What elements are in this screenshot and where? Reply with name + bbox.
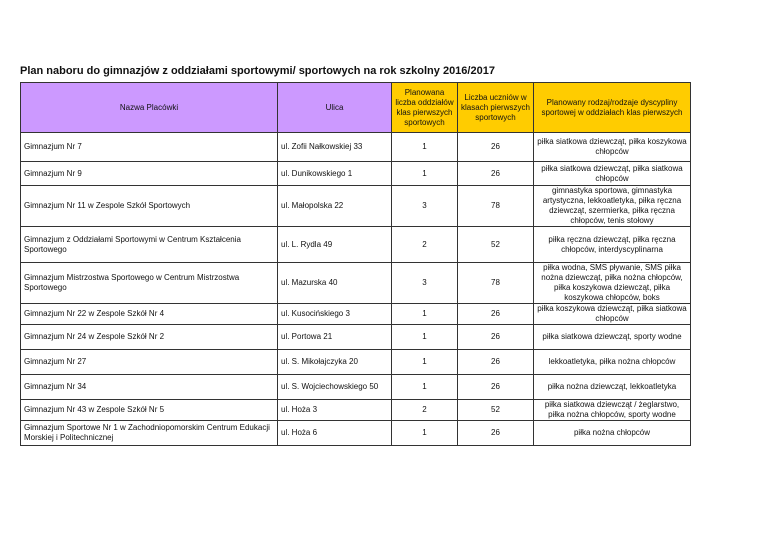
- street: ul. Portowa 21: [277, 324, 392, 350]
- classes-count: 1: [391, 374, 458, 400]
- street: ul. S. Mikołajczyka 20: [277, 349, 392, 375]
- sports: piłka nożna chłopców: [533, 420, 691, 446]
- header-sports: Planowany rodzaj/rodzaje dyscypliny spor…: [533, 82, 691, 133]
- school-name: Gimnazjum z Oddziałami Sportowymi w Cent…: [20, 226, 278, 263]
- sports: gimnastyka sportowa, gimnastyka artystyc…: [533, 185, 691, 227]
- classes-count: 1: [391, 161, 458, 186]
- students-count: 52: [457, 226, 534, 263]
- students-count: 26: [457, 161, 534, 186]
- table-row: Gimnazjum Nr 34 ul. S. Wojciechowskiego 5…: [20, 374, 691, 400]
- recruitment-table: Nazwa Placówki Ulica Planowana liczba od…: [20, 82, 691, 446]
- school-name: Gimnazjum Nr 7: [20, 132, 278, 162]
- school-name: Gimnazjum Nr 27: [20, 349, 278, 375]
- classes-count: 3: [391, 262, 458, 304]
- classes-count: 1: [391, 132, 458, 162]
- header-classes: Planowana liczba oddziałów klas pierwszy…: [391, 82, 458, 133]
- street: ul. Małopolska 22: [277, 185, 392, 227]
- students-count: 26: [457, 132, 534, 162]
- school-name: Gimnazjum Nr 11 w Zespole Szkół Sportowy…: [20, 185, 278, 227]
- street: ul. Dunikowskiego 1: [277, 161, 392, 186]
- school-name: Gimnazjum Nr 43 w Zespole Szkół Nr 5: [20, 399, 278, 421]
- school-name: Gimnazjum Nr 24 w Zespole Szkół Nr 2: [20, 324, 278, 350]
- street: ul. L. Rydla 49: [277, 226, 392, 263]
- sports: piłka ręczna dziewcząt, piłka ręczna chł…: [533, 226, 691, 263]
- sports: piłka wodna, SMS pływanie, SMS piłka noż…: [533, 262, 691, 304]
- classes-count: 3: [391, 185, 458, 227]
- sports: piłka nożna dziewcząt, lekkoatletyka: [533, 374, 691, 400]
- students-count: 78: [457, 185, 534, 227]
- sports: piłka siatkowa dziewcząt, piłka koszykow…: [533, 132, 691, 162]
- street: ul. Zofii Nałkowskiej 33: [277, 132, 392, 162]
- sports: piłka siatkowa dziewcząt / żeglarstwo, p…: [533, 399, 691, 421]
- students-count: 26: [457, 303, 534, 325]
- header-students: Liczba uczniów w klasach pierwszych spor…: [457, 82, 534, 133]
- sports: piłka koszykowa dziewcząt, piłka siatkow…: [533, 303, 691, 325]
- table-row: Gimnazjum Mistrzostwa Sportowego w Centr…: [20, 262, 691, 304]
- table-row: Gimnazjum Sportowe Nr 1 w Zachodniopomor…: [20, 420, 691, 446]
- school-name: Gimnazjum Nr 22 w Zespole Szkół Nr 4: [20, 303, 278, 325]
- sports: piłka siatkowa dziewcząt, piłka siatkowa…: [533, 161, 691, 186]
- sports: lekkoatletyka, piłka nożna chłopców: [533, 349, 691, 375]
- header-name: Nazwa Placówki: [20, 82, 278, 133]
- classes-count: 2: [391, 399, 458, 421]
- classes-count: 1: [391, 303, 458, 325]
- table-row: Gimnazjum Nr 7 ul. Zofii Nałkowskiej 33 1 2…: [20, 132, 691, 162]
- table-row: Gimnazjum Nr 22 w Zespole Szkół Nr 4 ul. …: [20, 303, 691, 325]
- table-row: Gimnazjum z Oddziałami Sportowymi w Cent…: [20, 226, 691, 263]
- street: ul. Hoża 6: [277, 420, 392, 446]
- table-row: Gimnazjum Nr 11 w Zespole Szkół Sportowy…: [20, 185, 691, 227]
- street: ul. S. Wojciechowskiego 50: [277, 374, 392, 400]
- students-count: 78: [457, 262, 534, 304]
- classes-count: 2: [391, 226, 458, 263]
- students-count: 26: [457, 374, 534, 400]
- table-row: Gimnazjum Nr 9 ul. Dunikowskiego 1 1 26 piłk…: [20, 161, 691, 186]
- school-name: Gimnazjum Nr 34: [20, 374, 278, 400]
- school-name: Gimnazjum Mistrzostwa Sportowego w Centr…: [20, 262, 278, 304]
- table-row: Gimnazjum Nr 27 ul. S. Mikołajczyka 20 1 26…: [20, 349, 691, 375]
- students-count: 26: [457, 349, 534, 375]
- header-street: Ulica: [277, 82, 392, 133]
- classes-count: 1: [391, 349, 458, 375]
- students-count: 26: [457, 324, 534, 350]
- school-name: Gimnazjum Nr 9: [20, 161, 278, 186]
- school-name: Gimnazjum Sportowe Nr 1 w Zachodniopomor…: [20, 420, 278, 446]
- students-count: 52: [457, 399, 534, 421]
- street: ul. Kusocińskiego 3: [277, 303, 392, 325]
- street: ul. Hoża 3: [277, 399, 392, 421]
- classes-count: 1: [391, 324, 458, 350]
- page-title: Plan naboru do gimnazjów z oddziałami sp…: [20, 65, 495, 77]
- table-row: Gimnazjum Nr 24 w Zespole Szkół Nr 2 ul. …: [20, 324, 691, 350]
- sports: piłka siatkowa dziewcząt, sporty wodne: [533, 324, 691, 350]
- students-count: 26: [457, 420, 534, 446]
- street: ul. Mazurska 40: [277, 262, 392, 304]
- classes-count: 1: [391, 420, 458, 446]
- table-row: Gimnazjum Nr 43 w Zespole Szkół Nr 5 ul. …: [20, 399, 691, 421]
